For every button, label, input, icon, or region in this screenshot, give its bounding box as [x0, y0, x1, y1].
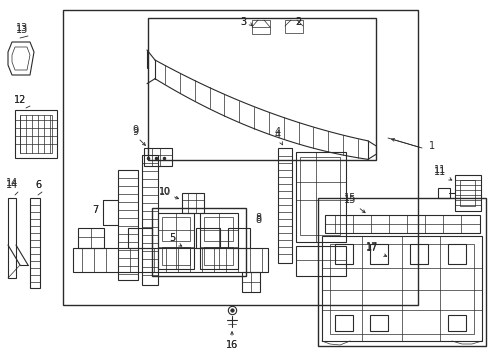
Text: 8: 8	[254, 215, 261, 225]
Bar	[162, 217, 190, 241]
Text: 4: 4	[274, 127, 281, 137]
Text: 3: 3	[240, 17, 245, 27]
Text: 7: 7	[92, 205, 98, 215]
Bar	[325, 215, 479, 233]
Bar	[142, 155, 158, 285]
Bar	[227, 228, 249, 248]
Text: 5: 5	[168, 233, 175, 243]
Bar	[329, 244, 473, 334]
Bar	[437, 188, 449, 198]
Bar	[203, 247, 232, 265]
Bar	[143, 148, 172, 166]
Text: 2: 2	[294, 17, 301, 27]
Text: 5: 5	[168, 233, 175, 243]
Bar	[196, 228, 220, 248]
Text: 4: 4	[274, 130, 281, 140]
Text: 3: 3	[240, 17, 245, 27]
Bar	[295, 246, 346, 276]
Bar	[334, 315, 352, 331]
Bar	[162, 247, 190, 265]
Text: 14: 14	[6, 178, 18, 188]
Text: 9: 9	[132, 127, 138, 137]
Text: 6: 6	[35, 180, 41, 190]
Bar	[203, 217, 232, 241]
Bar	[454, 175, 480, 211]
Bar	[278, 148, 291, 263]
Bar	[15, 110, 57, 158]
Text: 16: 16	[225, 340, 238, 350]
Bar	[369, 315, 387, 331]
Bar	[459, 180, 474, 206]
Bar	[369, 244, 387, 264]
Bar	[317, 198, 485, 346]
Bar	[118, 170, 138, 280]
Text: 15: 15	[343, 195, 355, 205]
Text: 16: 16	[225, 340, 238, 350]
Text: 17: 17	[365, 243, 377, 253]
Bar	[447, 315, 465, 331]
Bar	[200, 213, 238, 269]
Bar	[321, 236, 481, 341]
Text: 12: 12	[14, 95, 26, 105]
Text: 7: 7	[92, 205, 98, 215]
Bar	[78, 228, 104, 248]
Bar	[30, 198, 40, 288]
Bar	[409, 244, 427, 264]
Bar	[20, 115, 52, 153]
Bar	[152, 208, 245, 276]
Bar	[285, 20, 303, 33]
Text: 11: 11	[433, 165, 445, 175]
Text: 8: 8	[254, 213, 261, 223]
Text: 13: 13	[16, 23, 28, 33]
Text: 11: 11	[433, 167, 445, 177]
Bar	[128, 228, 152, 248]
Text: 15: 15	[343, 193, 355, 203]
Bar	[182, 193, 203, 213]
Bar	[158, 213, 194, 269]
Bar	[334, 244, 352, 264]
Bar	[8, 198, 16, 278]
Text: 13: 13	[16, 25, 28, 35]
Text: 14: 14	[6, 180, 18, 190]
Text: 6: 6	[35, 180, 41, 190]
Bar	[295, 152, 346, 242]
Bar	[242, 272, 260, 292]
Text: 1: 1	[428, 141, 434, 151]
Text: 2: 2	[294, 17, 301, 27]
Bar	[63, 10, 417, 305]
Text: 10: 10	[159, 187, 171, 197]
Text: 12: 12	[14, 95, 26, 105]
Bar	[73, 248, 267, 272]
Bar	[447, 244, 465, 264]
Bar	[299, 157, 339, 235]
Bar	[148, 18, 375, 160]
Text: 17: 17	[365, 242, 377, 252]
Text: 9: 9	[132, 125, 138, 135]
Bar	[251, 20, 269, 34]
Text: 10: 10	[159, 188, 170, 197]
